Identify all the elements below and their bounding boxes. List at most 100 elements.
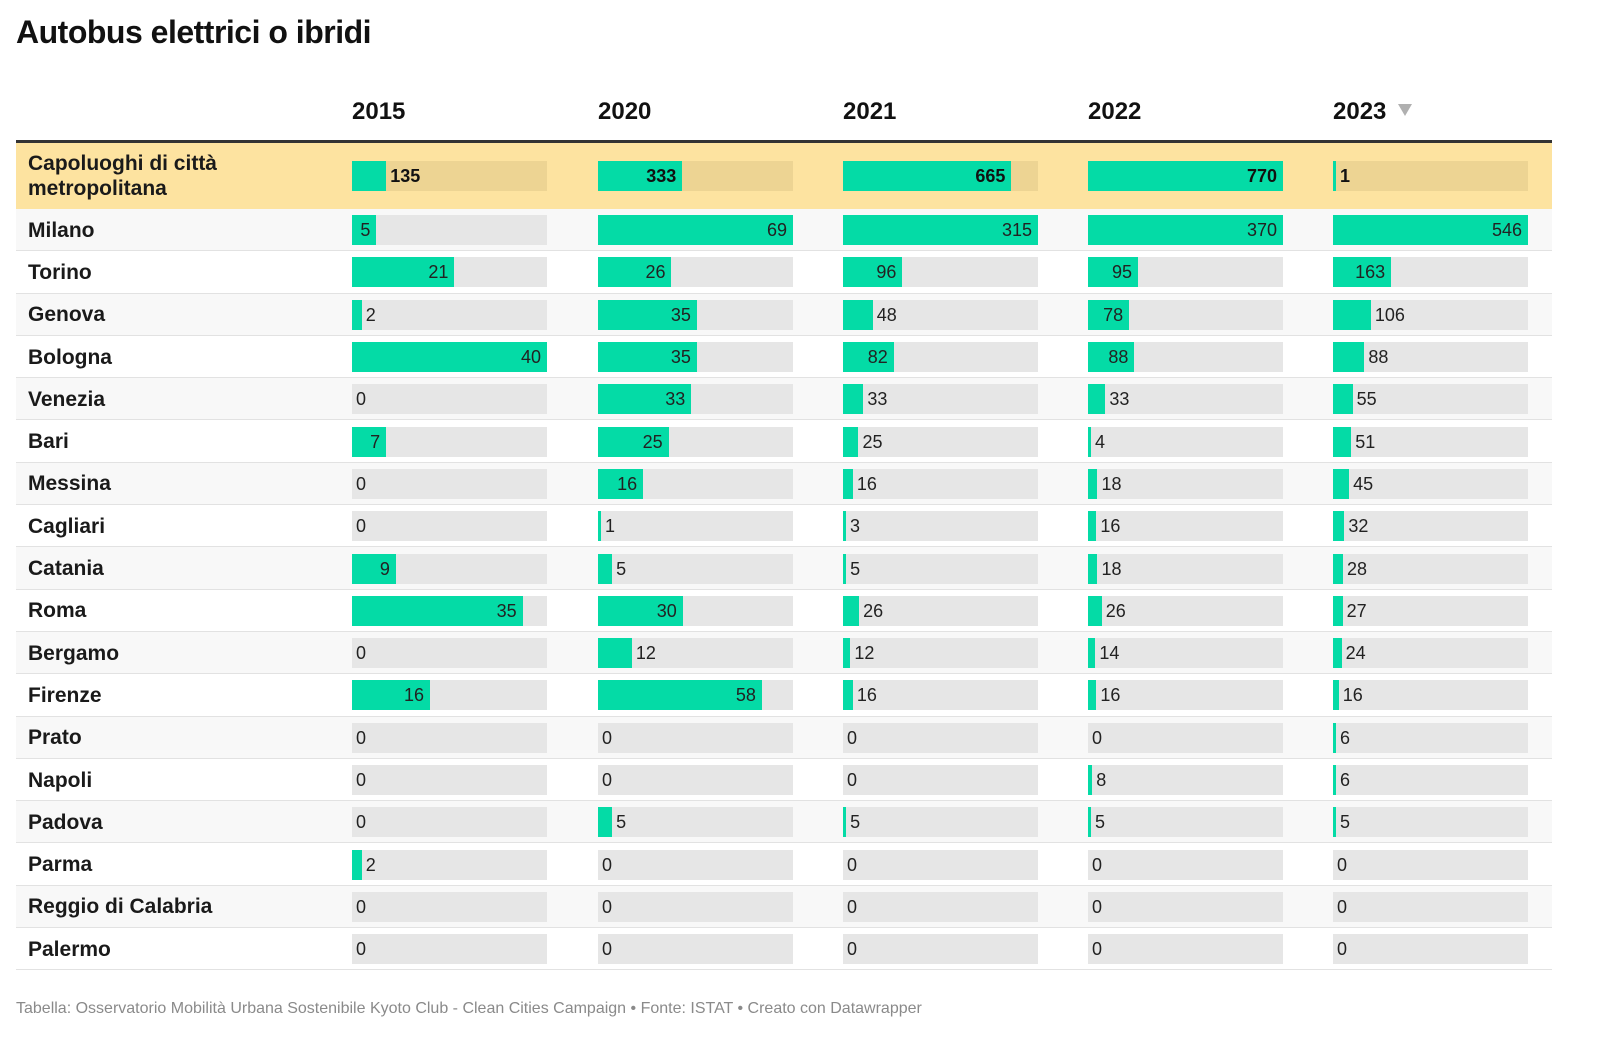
- bar-fill: [843, 638, 851, 669]
- bar-value-label: 770: [1246, 166, 1277, 186]
- bar-value-label: 0: [847, 854, 858, 875]
- bar-value-label: 0: [1092, 896, 1103, 917]
- source-footer: Tabella: Osservatorio Mobilità Urbana So…: [16, 1000, 922, 1017]
- bar-value-label: 0: [847, 727, 858, 748]
- bar-fill: [1333, 384, 1353, 415]
- column-header-2021[interactable]: 2021: [843, 98, 897, 125]
- table-row: Napoli 0 0 0 8 6: [16, 759, 1552, 802]
- row-label: Bologna: [28, 345, 112, 369]
- bar-track: 0: [843, 934, 1038, 965]
- bar-track: 2: [352, 299, 547, 330]
- column-header-2020[interactable]: 2020: [598, 98, 652, 125]
- bar-track: 78: [1088, 299, 1283, 330]
- table-row: Genova 2 35 48 78 106: [16, 293, 1552, 336]
- bar-value-label: 5: [616, 558, 627, 579]
- bar-track: 2: [352, 849, 547, 880]
- table-row: Padova 0 5 5 5 5: [16, 801, 1552, 844]
- bar-value-label: 0: [356, 516, 367, 537]
- bar-value-label: 35: [670, 347, 691, 368]
- bar-value-label: 0: [602, 939, 613, 960]
- bar-value-label: 315: [1001, 220, 1032, 241]
- bar-value-label: 2: [365, 854, 376, 875]
- bar-track: 0: [1088, 849, 1283, 880]
- bar-value-label: 26: [1105, 600, 1126, 621]
- bar-track: 35: [598, 342, 793, 373]
- column-header-2022[interactable]: 2022: [1088, 98, 1142, 125]
- table-row: Firenze 16 58 16 16 16: [16, 674, 1552, 717]
- bar-value-label: 5: [360, 220, 371, 241]
- bar-value-label: 0: [1092, 939, 1103, 960]
- bar-fill: [352, 299, 362, 330]
- bar-track: 14: [1088, 638, 1283, 669]
- bar-fill: [1333, 161, 1336, 191]
- summary-row: Capoluoghi di città metropolitana 135 333 6…: [16, 143, 1552, 209]
- bar-value-label: 32: [1348, 516, 1369, 537]
- bar-fill: [352, 553, 396, 584]
- bar-fill: [598, 511, 601, 542]
- bar-track: 0: [352, 934, 547, 965]
- bar-fill: [1088, 807, 1091, 838]
- bar-value-label: 48: [876, 304, 897, 325]
- table-row: Bologna 40 35 82 88 88: [16, 336, 1552, 379]
- bar-fill: [843, 299, 873, 330]
- bar-fill: [1333, 553, 1343, 584]
- bar-value-label: 0: [356, 389, 367, 410]
- bar-fill: [598, 807, 613, 838]
- bar-fill: [598, 426, 669, 457]
- bar-value-label: 18: [1101, 558, 1122, 579]
- table-row: Bari 7 25 25 4 51: [16, 421, 1552, 463]
- bar-track: 3: [843, 511, 1038, 542]
- bar-value-label: 27: [1346, 600, 1367, 621]
- bar-value-label: 82: [867, 347, 888, 368]
- bar-value-label: 0: [1337, 896, 1348, 917]
- bar-value-label: 58: [735, 685, 756, 706]
- bar-fill: [598, 468, 644, 499]
- bar-value-label: 333: [646, 166, 677, 186]
- bar-track: 16: [1088, 680, 1283, 711]
- row-label: Bergamo: [28, 641, 120, 665]
- bar-fill: [1333, 299, 1371, 330]
- bar-track: 770: [1088, 161, 1283, 191]
- column-header-2023[interactable]: 2023: [1333, 98, 1387, 125]
- bar-track: 665: [843, 161, 1038, 191]
- bar-fill: [598, 384, 692, 415]
- sort-descending-icon[interactable]: [1398, 104, 1412, 116]
- bar-fill: [843, 595, 860, 626]
- column-header-2015[interactable]: 2015: [352, 98, 406, 125]
- bar-track: 6: [1333, 722, 1528, 753]
- bar-value-label: 40: [520, 347, 541, 368]
- bar-track: 33: [598, 384, 793, 415]
- table-row: Reggio di Calabria 0 0 0 0 0: [16, 885, 1552, 929]
- bar-value-label: 18: [1101, 473, 1122, 494]
- bar-fill: [843, 468, 853, 499]
- bar-value-label: 0: [1337, 854, 1348, 875]
- bar-track: 45: [1333, 468, 1528, 499]
- bar-track: 28: [1333, 553, 1528, 584]
- bar-track: 546: [1333, 215, 1528, 246]
- bar-track: 8: [1088, 765, 1283, 796]
- bar-fill: [1333, 342, 1365, 373]
- bar-track: 0: [1088, 891, 1283, 922]
- bar-value-label: 69: [766, 220, 787, 241]
- row-label: Venezia: [28, 387, 106, 411]
- bar-fill: [1088, 161, 1283, 191]
- bar-value-label: 35: [670, 304, 691, 325]
- bar-track: 0: [598, 891, 793, 922]
- bar-track: 5: [843, 553, 1038, 584]
- bar-track: 7: [352, 426, 547, 457]
- bar-fill: [843, 807, 847, 838]
- bar-value-label: 1: [605, 516, 616, 537]
- bar-value-label: 16: [1100, 516, 1121, 537]
- bar-track: 35: [352, 595, 547, 626]
- bar-track: 26: [598, 257, 793, 288]
- bar-value-label: 6: [1340, 770, 1351, 791]
- bar-fill: [598, 638, 632, 669]
- bar-fill: [843, 161, 1012, 191]
- bar-value-label: 9: [379, 558, 390, 579]
- bar-track: 0: [352, 468, 547, 499]
- bar-track: 88: [1088, 342, 1283, 373]
- bar-track: 95: [1088, 257, 1283, 288]
- bar-track: 5: [352, 215, 547, 246]
- bar-value-label: 0: [356, 643, 367, 664]
- bar-value-label: 6: [1340, 727, 1351, 748]
